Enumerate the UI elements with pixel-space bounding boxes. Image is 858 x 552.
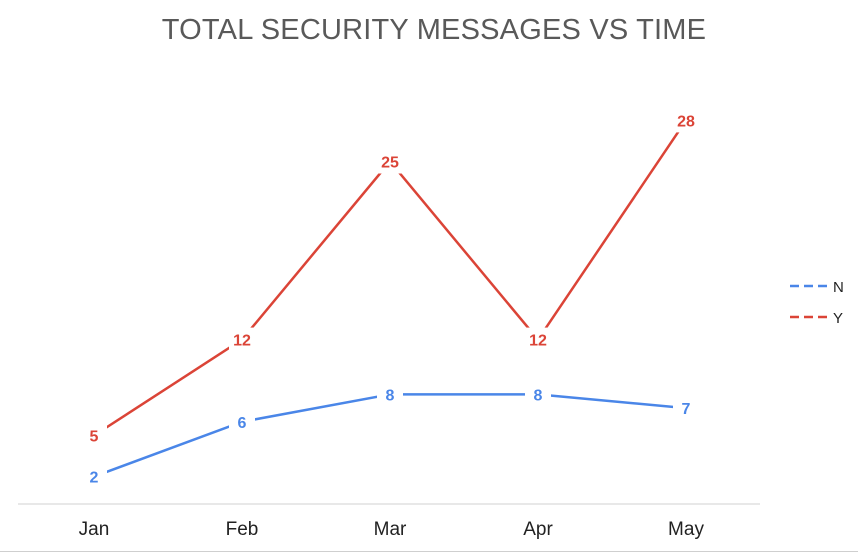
- data-label-n-jan: 2: [90, 470, 99, 487]
- legend-label-n: N: [833, 279, 844, 296]
- legend: NY: [790, 279, 844, 327]
- data-label-y-feb: 12: [233, 333, 251, 350]
- data-label-y-jan: 5: [90, 429, 99, 446]
- data-label-background: [377, 382, 403, 407]
- data-label-background: [377, 149, 403, 174]
- data-label-background: [229, 409, 255, 434]
- data-label-n-mar: 8: [386, 387, 395, 404]
- data-label-background: [525, 382, 551, 407]
- data-label-background: [673, 396, 699, 421]
- data-label-y-mar: 25: [381, 155, 399, 172]
- x-tick-label-jan: Jan: [79, 519, 110, 540]
- chart-title: TOTAL SECURITY MESSAGES VS TIME: [161, 14, 707, 46]
- data-label-background: [673, 108, 699, 133]
- x-tick-label-mar: Mar: [374, 519, 407, 540]
- x-tick-label-feb: Feb: [226, 519, 259, 540]
- x-axis-ticks: Jan Feb Mar Apr May: [79, 519, 705, 540]
- x-tick-label-may: May: [668, 519, 704, 540]
- data-label-y-may: 28: [677, 113, 695, 130]
- series-lines: [93, 119, 688, 478]
- data-label-n-feb: 6: [238, 415, 247, 432]
- legend-label-y: Y: [833, 310, 843, 327]
- x-tick-label-apr: Apr: [523, 519, 553, 540]
- data-label-y-apr: 12: [529, 333, 547, 350]
- series-data-labels: 2 6 8 8 7 5 12 25 12 28: [81, 108, 699, 489]
- data-label-background: [525, 327, 551, 352]
- data-label-background: [81, 423, 107, 448]
- data-label-background: [229, 327, 255, 352]
- series-line-n: [93, 393, 687, 478]
- data-label-n-apr: 8: [534, 387, 543, 404]
- data-label-background: [81, 464, 107, 489]
- data-label-n-may: 7: [682, 401, 691, 418]
